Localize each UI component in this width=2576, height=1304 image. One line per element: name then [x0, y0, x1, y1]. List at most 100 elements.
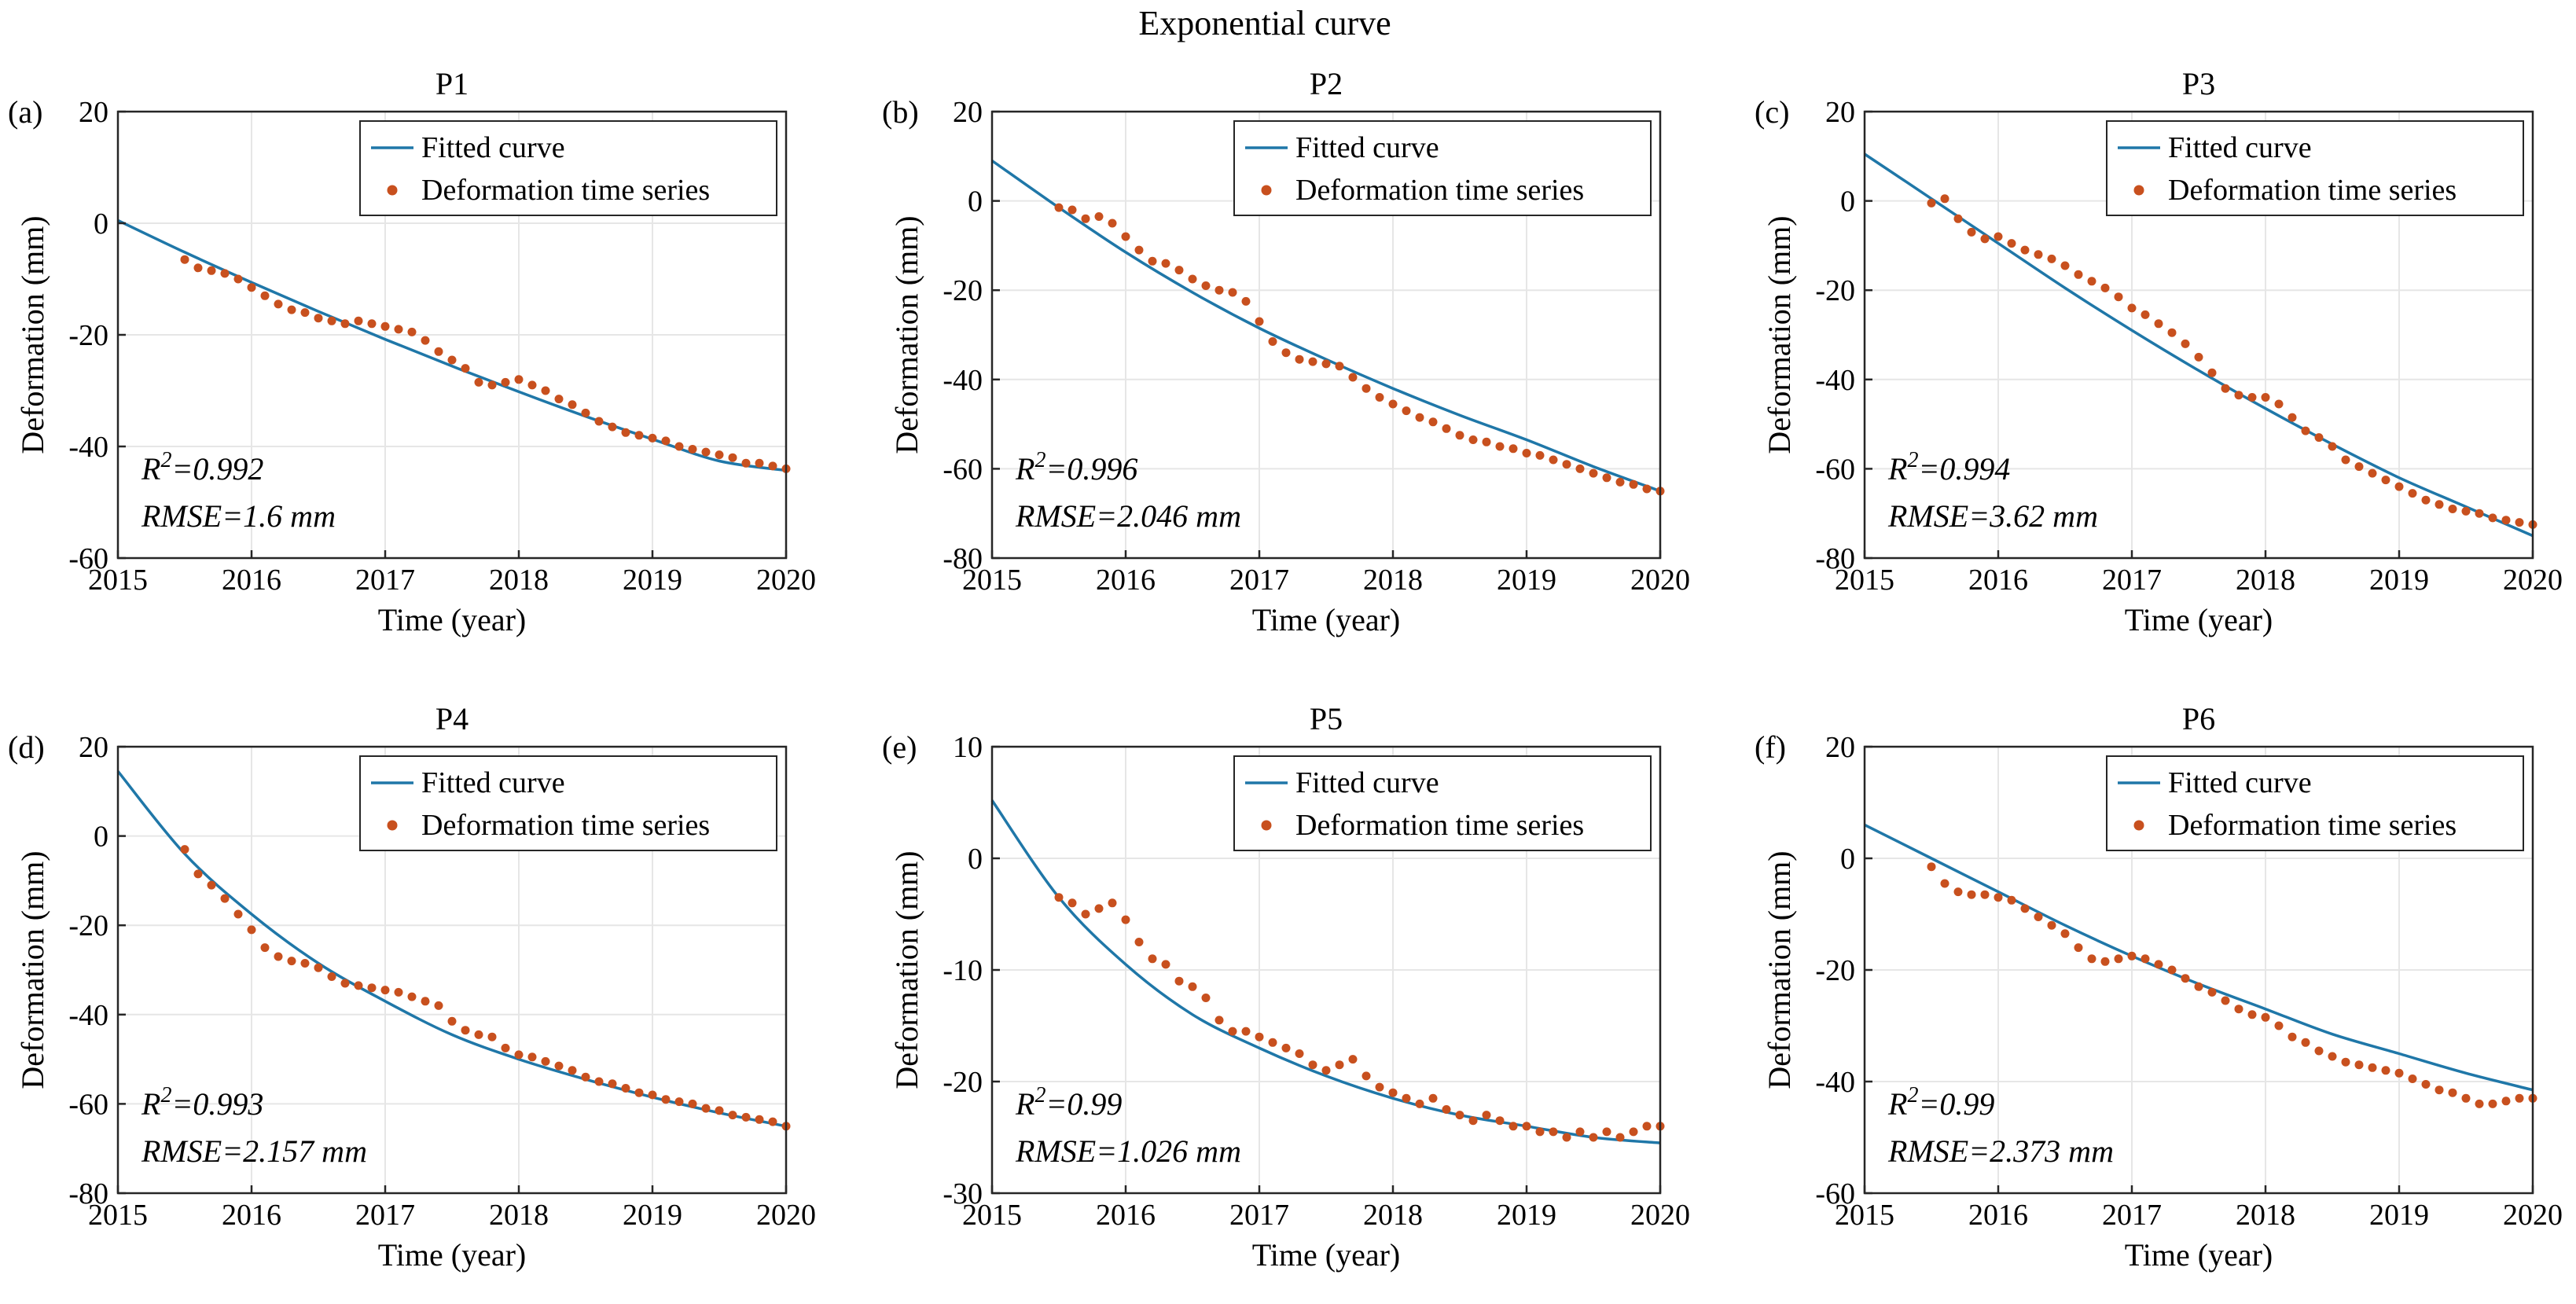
observation-point	[1589, 468, 1598, 478]
observation-point	[2060, 261, 2070, 270]
observation-point	[394, 325, 403, 334]
observation-point	[327, 316, 336, 325]
rmse-annotation: RMSE=1.6 mm	[141, 498, 336, 534]
legend-fit-label: Fitted curve	[1295, 131, 1439, 164]
observation-point	[594, 417, 604, 426]
observation-point	[1967, 890, 1976, 899]
y-tick-label: 20	[79, 96, 108, 129]
observation-point	[1428, 417, 1438, 427]
observation-point	[1348, 373, 1358, 382]
y-tick-label: -10	[943, 954, 983, 987]
observation-point	[2475, 509, 2484, 518]
figure-title: Exponential curve	[1138, 4, 1391, 42]
observation-point	[674, 1097, 684, 1107]
observation-point	[300, 959, 310, 968]
observation-point	[621, 1084, 630, 1093]
legend-box	[359, 755, 777, 851]
x-tick-label: 2015	[88, 564, 148, 597]
observation-point	[1535, 1127, 1545, 1137]
observation-point	[688, 1099, 697, 1108]
x-tick-label: 2019	[2369, 564, 2429, 597]
observation-point	[2435, 1085, 2444, 1095]
x-tick-label: 2016	[1968, 564, 2028, 597]
panel-label: (b)	[882, 94, 919, 130]
y-tick-label: 0	[94, 208, 108, 241]
observation-point	[1642, 1122, 1652, 1131]
x-tick-label: 2016	[1968, 1199, 2028, 1232]
observation-point	[1081, 214, 1090, 223]
observation-point	[1927, 198, 1936, 208]
panel-label: (c)	[1755, 94, 1789, 130]
observation-point	[314, 963, 323, 972]
observation-point	[1927, 862, 1936, 872]
y-tick-label: 20	[953, 96, 983, 129]
observation-point	[2181, 339, 2190, 348]
observation-point	[2034, 913, 2043, 921]
y-tick-label: -40	[1815, 1066, 1855, 1099]
observation-point	[2421, 1080, 2431, 1089]
observation-point	[1321, 1066, 1331, 1075]
observation-point	[1953, 214, 1963, 223]
observation-point	[2087, 277, 2096, 286]
observation-point	[1094, 212, 1104, 221]
panel-p2: 2015 2016 2017 2018 2019 2020 -80 -60 -40 -20 0 20 T…	[882, 66, 1690, 637]
observation-point	[1535, 450, 1545, 460]
y-axis-label: Deformation (mm)	[15, 215, 50, 454]
observation-point	[1201, 281, 1211, 290]
observation-point	[2141, 954, 2150, 964]
observation-point	[2047, 254, 2056, 263]
x-tick-label: 2017	[355, 1199, 415, 1232]
observation-point	[527, 1052, 537, 1062]
observation-point	[514, 375, 524, 384]
observation-point	[461, 1026, 470, 1035]
legend: Fitted curve Deformation time series	[1233, 755, 1652, 851]
x-axis-label: Time (year)	[1252, 1237, 1400, 1273]
y-axis-label: Deformation (mm)	[15, 850, 50, 1089]
legend-obs-swatch	[387, 185, 398, 196]
observation-point	[1268, 337, 1277, 346]
y-tick-label: -30	[943, 1177, 983, 1210]
observation-point	[1615, 477, 1625, 487]
observation-point	[1054, 893, 1064, 902]
observation-point	[287, 957, 296, 966]
observation-point	[367, 983, 377, 993]
y-axis-label: Deformation (mm)	[1762, 215, 1797, 454]
legend-box	[2106, 120, 2524, 216]
x-tick-label: 2015	[1835, 1199, 1894, 1232]
fitted-curve	[117, 219, 787, 472]
observation-point	[1468, 435, 1478, 444]
observation-point	[1402, 1093, 1411, 1103]
observation-point	[1161, 960, 1170, 969]
y-tick-label: -20	[1815, 954, 1855, 987]
observation-point	[247, 283, 256, 292]
legend-fit-label: Fitted curve	[1295, 766, 1439, 799]
observation-point	[447, 355, 457, 365]
observation-point	[1215, 1016, 1224, 1025]
observation-point	[2301, 426, 2310, 435]
x-tick-label: 2020	[756, 1199, 816, 1232]
observation-point	[715, 450, 724, 460]
observation-point	[434, 347, 443, 356]
y-axis-label: Deformation (mm)	[889, 850, 924, 1089]
observation-point	[421, 997, 430, 1006]
observation-point	[340, 979, 350, 988]
observation-point	[2261, 1012, 2270, 1022]
observation-point	[2221, 384, 2230, 393]
x-tick-label: 2017	[355, 564, 415, 597]
observation-point	[474, 377, 483, 387]
fitted-curve	[990, 160, 1661, 493]
observation-point	[701, 447, 711, 457]
panel-title: P2	[1310, 66, 1343, 101]
observation-point	[220, 269, 230, 278]
observation-point	[1495, 442, 1505, 451]
observation-point	[2167, 328, 2177, 337]
y-tick-label: -60	[943, 453, 983, 486]
legend: Fitted curve Deformation time series	[2106, 120, 2524, 216]
observation-point	[2394, 1068, 2404, 1078]
observation-point	[1482, 1111, 1491, 1120]
observation-point	[274, 299, 283, 309]
observation-point	[367, 319, 377, 329]
observation-point	[2247, 1010, 2257, 1019]
observation-point	[2100, 283, 2110, 292]
y-tick-label: 10	[953, 731, 983, 764]
